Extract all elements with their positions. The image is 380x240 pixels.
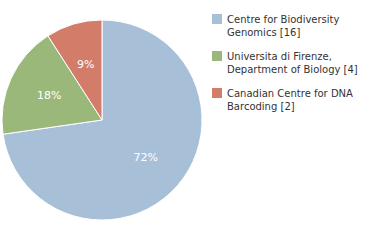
legend-label-line: Centre for Biodiversity <box>227 14 340 25</box>
chart-container: 72% 18% 9% Centre for Biodiversity Genomics … <box>0 0 380 240</box>
data-label: 9% <box>77 58 94 71</box>
legend-swatch <box>212 14 222 24</box>
data-label: 72% <box>134 151 158 164</box>
pie <box>2 20 202 220</box>
pie-slice <box>48 20 102 120</box>
legend-label-line: Canadian Centre for DNA <box>227 88 353 99</box>
data-label: 18% <box>37 89 61 102</box>
legend-label: Centre for Biodiversity Genomics [16] <box>227 14 340 38</box>
legend-label: Universita di Firenze, Department of Biol… <box>227 51 358 75</box>
legend-swatch <box>212 51 222 61</box>
chart: 72% 18% 9% Centre for Biodiversity Genomics … <box>0 0 380 240</box>
legend: Centre for Biodiversity Genomics [16] Univ… <box>212 14 358 112</box>
legend-label-line: Barcoding [2] <box>227 101 295 112</box>
legend-label-line: Genomics [16] <box>227 27 300 38</box>
legend-label-line: Universita di Firenze, <box>227 51 332 62</box>
legend-label: Canadian Centre for DNA Barcoding [2] <box>227 88 353 112</box>
data-labels: 72% 18% 9% <box>37 58 158 165</box>
legend-label-line: Department of Biology [4] <box>227 64 358 75</box>
legend-swatch <box>212 88 222 98</box>
